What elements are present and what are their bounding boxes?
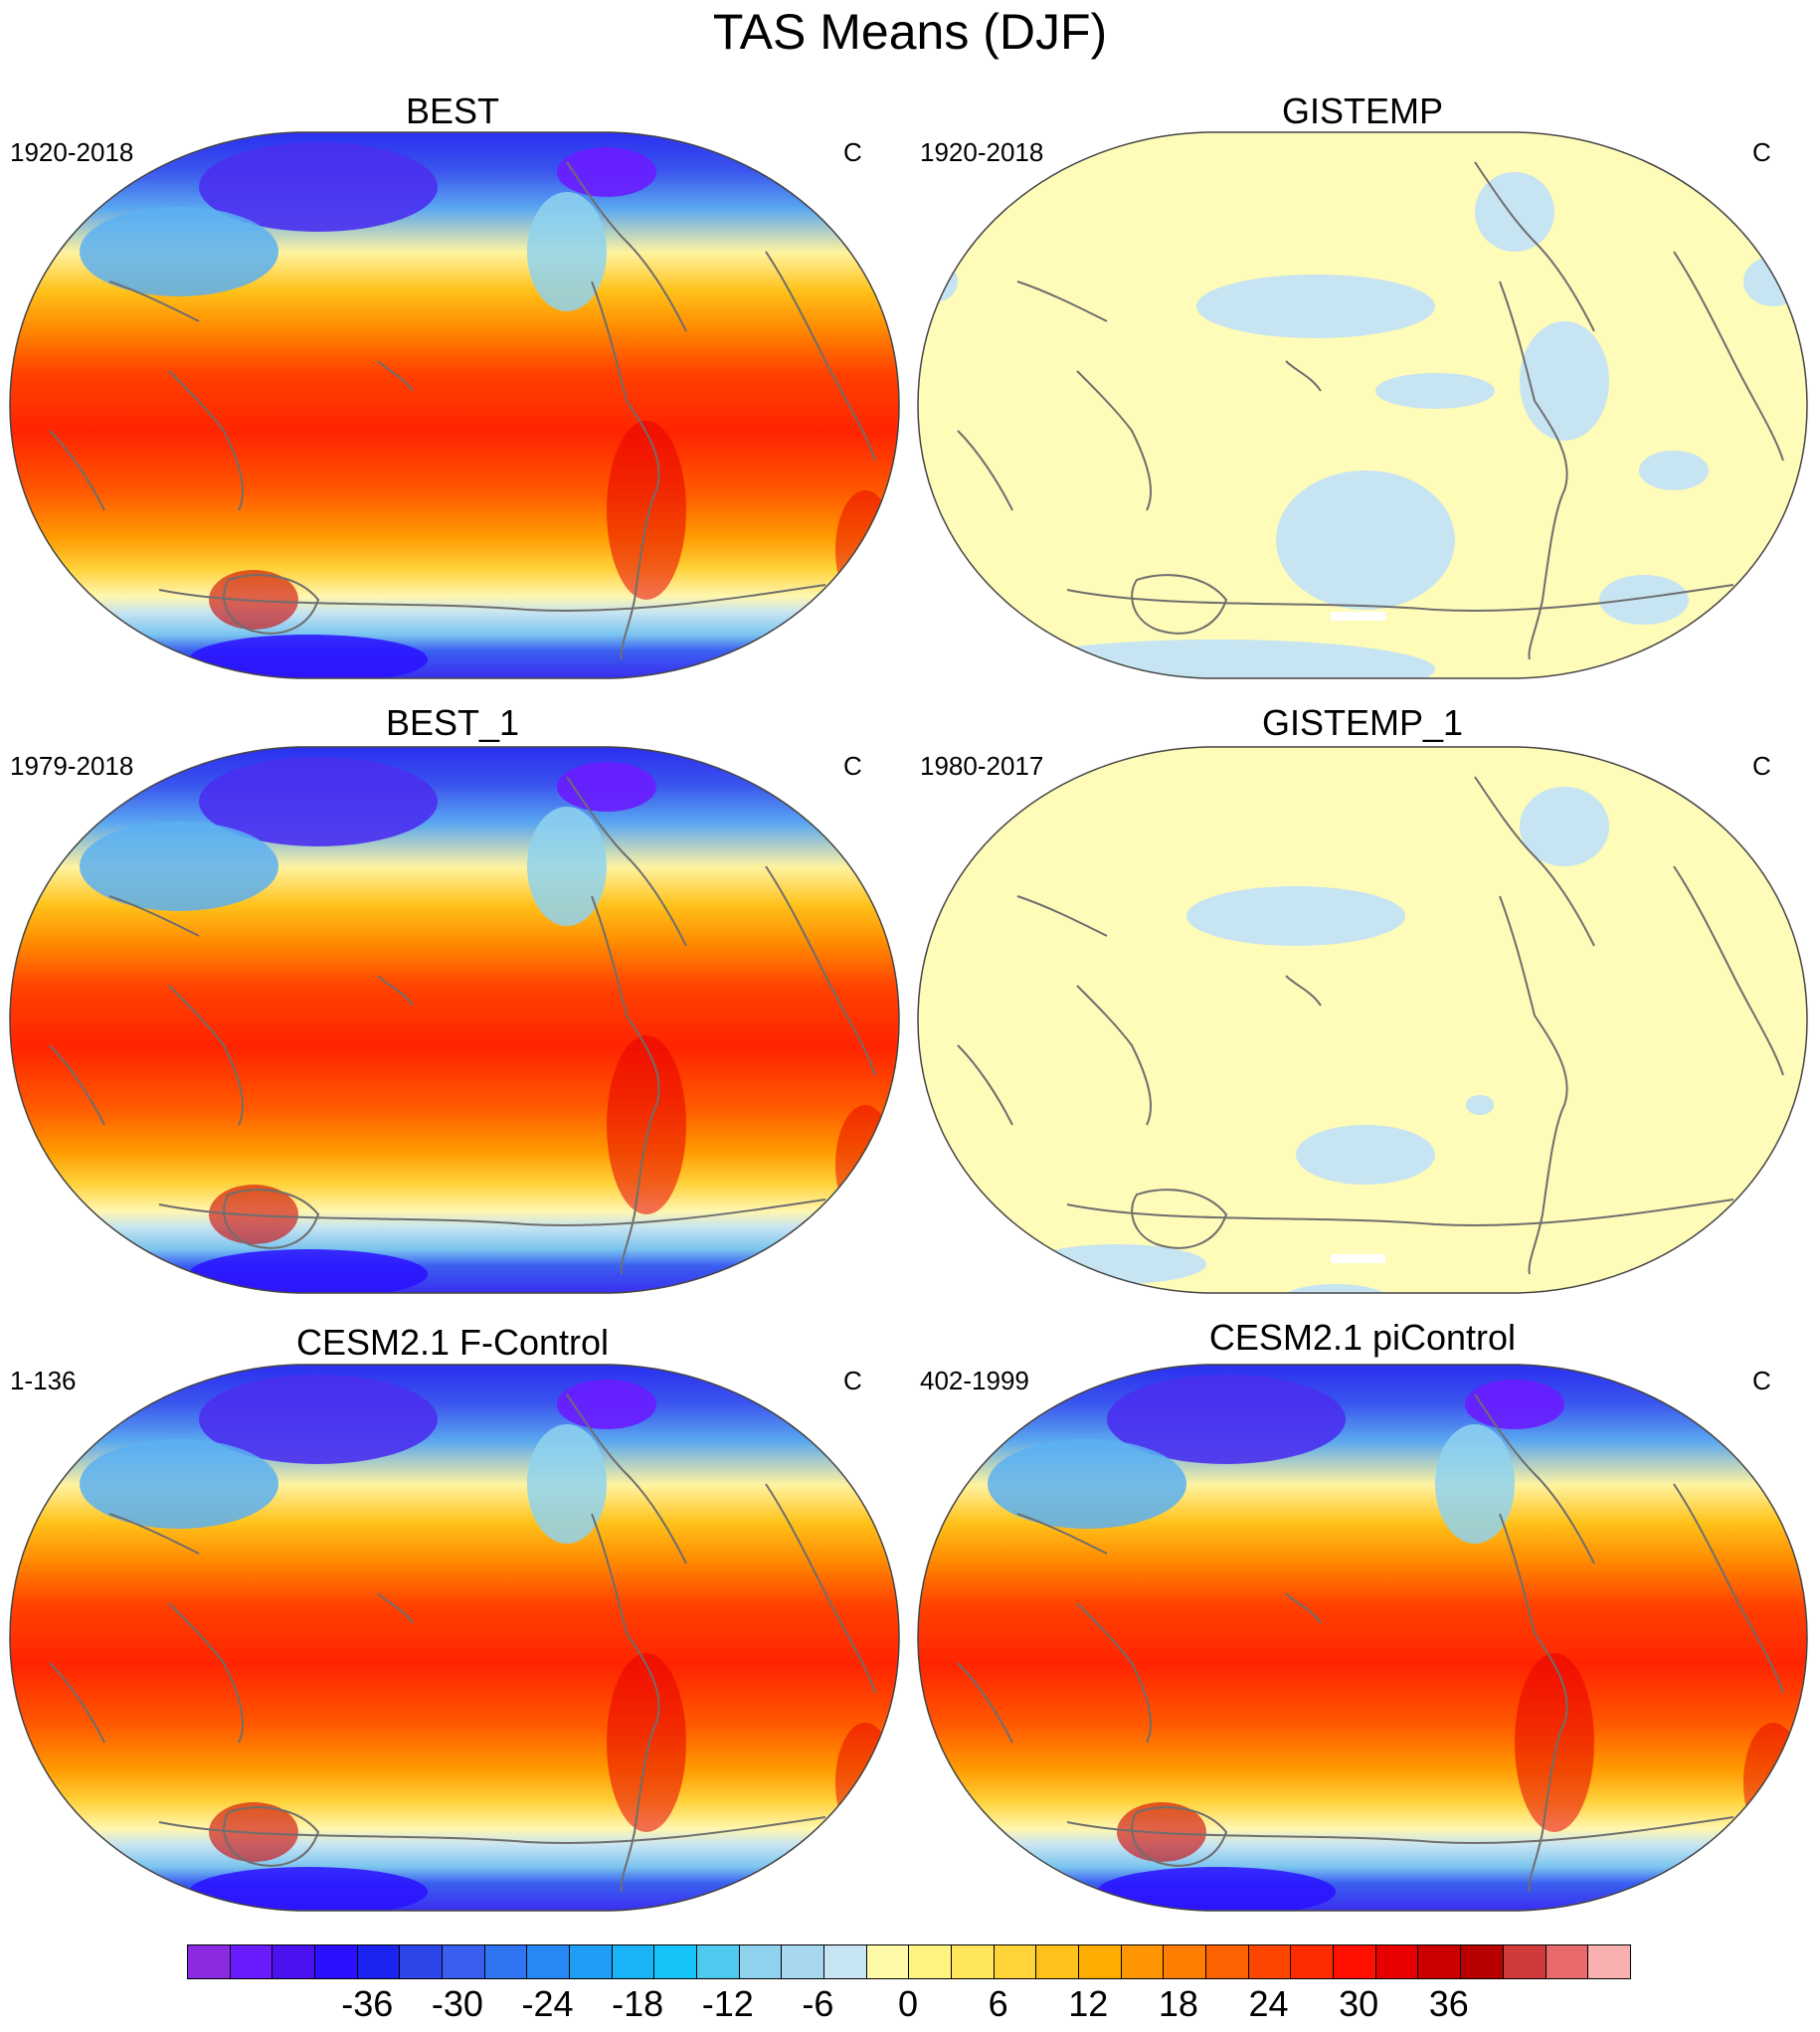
colorbar-swatch bbox=[697, 1945, 740, 1978]
colorbar-swatch bbox=[315, 1945, 358, 1978]
colorbar-swatch bbox=[1248, 1945, 1292, 1978]
colorbar-tick-label: 18 bbox=[1158, 1983, 1198, 2024]
colorbar-swatch bbox=[1291, 1945, 1335, 1978]
panel-title-cesm-f-control: CESM2.1 F-Control bbox=[295, 1322, 610, 1363]
colorbar-swatch bbox=[1121, 1945, 1165, 1978]
colorbar-labels: -36 -30 -24 -18 -12 -6 0 6 12 18 24 30 36 bbox=[187, 1984, 1629, 2028]
panel-period-gistemp-1: 1980-2017 bbox=[920, 751, 1044, 781]
colorbar-tick-label: 0 bbox=[897, 1983, 919, 2024]
colorbar-tick-label: -18 bbox=[612, 1983, 664, 2024]
colorbar-tick-label: -6 bbox=[802, 1983, 834, 2024]
panel-title-best: BEST bbox=[405, 91, 500, 131]
colorbar-tick-label: 24 bbox=[1248, 1983, 1289, 2024]
panel-title-gistemp-1: GISTEMP_1 bbox=[1261, 702, 1464, 743]
panel-period-gistemp: 1920-2018 bbox=[920, 137, 1044, 167]
colorbar-swatch bbox=[1164, 1945, 1207, 1978]
colorbar-swatch bbox=[782, 1945, 825, 1978]
colorbar-swatch bbox=[612, 1945, 655, 1978]
colorbar-swatch bbox=[357, 1945, 401, 1978]
colorbar-tick-label: -24 bbox=[521, 1983, 574, 2024]
colorbar-swatch bbox=[1418, 1945, 1462, 1978]
colorbar-swatch bbox=[952, 1945, 995, 1978]
colorbar-swatch bbox=[1206, 1945, 1249, 1978]
colorbar-swatch bbox=[1079, 1945, 1122, 1978]
colorbar-tick-label: 30 bbox=[1339, 1983, 1379, 2024]
map-cesm-f-control bbox=[9, 1364, 900, 1912]
colorbar-swatch bbox=[273, 1945, 316, 1978]
colorbar-swatch bbox=[654, 1945, 698, 1978]
colorbar-swatch bbox=[866, 1945, 910, 1978]
panel-units-cesm-f-control: C bbox=[843, 1366, 862, 1395]
map-best-1 bbox=[9, 746, 900, 1294]
colorbar-swatch bbox=[188, 1945, 231, 1978]
panel-units-cesm-picontrol: C bbox=[1752, 1366, 1771, 1395]
colorbar-swatch bbox=[1503, 1945, 1547, 1978]
colorbar-tick-label: -36 bbox=[341, 1983, 394, 2024]
figure-title: TAS Means (DJF) bbox=[712, 4, 1108, 60]
panel-period-best: 1920-2018 bbox=[10, 137, 134, 167]
panel-units-best: C bbox=[843, 137, 862, 167]
colorbar-swatch bbox=[443, 1945, 485, 1978]
colorbar-swatch bbox=[1461, 1945, 1504, 1978]
colorbar-tick-label: 36 bbox=[1428, 1983, 1469, 2024]
colorbar-tick-label: -12 bbox=[701, 1983, 754, 2024]
map-cesm-picontrol bbox=[917, 1364, 1808, 1912]
panel-period-cesm-f-control: 1-136 bbox=[10, 1366, 77, 1395]
panel-title-best-1: BEST_1 bbox=[385, 702, 520, 743]
map-gistemp-1 bbox=[917, 746, 1808, 1294]
colorbar-swatch bbox=[1334, 1945, 1376, 1978]
colorbar-tick-label: 12 bbox=[1068, 1983, 1109, 2024]
colorbar-swatch bbox=[527, 1945, 571, 1978]
colorbar-swatch bbox=[570, 1945, 613, 1978]
colorbar-swatch bbox=[994, 1945, 1037, 1978]
panel-title-cesm-picontrol: CESM2.1 piControl bbox=[1208, 1317, 1517, 1358]
panel-units-gistemp-1: C bbox=[1752, 751, 1771, 781]
colorbar-swatch bbox=[824, 1945, 867, 1978]
colorbar-swatch bbox=[400, 1945, 444, 1978]
colorbar-swatch bbox=[230, 1945, 273, 1978]
colorbar-tick-label: -30 bbox=[431, 1983, 483, 2024]
panel-units-gistemp: C bbox=[1752, 137, 1771, 167]
colorbar-swatch bbox=[909, 1945, 953, 1978]
colorbar-swatch bbox=[1036, 1945, 1080, 1978]
map-best bbox=[9, 131, 900, 679]
map-gistemp bbox=[917, 131, 1808, 679]
colorbar-swatch bbox=[1375, 1945, 1419, 1978]
panel-title-gistemp: GISTEMP bbox=[1281, 91, 1444, 131]
colorbar-swatch bbox=[739, 1945, 783, 1978]
panel-units-best-1: C bbox=[843, 751, 862, 781]
panel-period-best-1: 1979-2018 bbox=[10, 751, 134, 781]
colorbar-swatch bbox=[1588, 1945, 1630, 1978]
colorbar bbox=[187, 1944, 1631, 1979]
colorbar-swatch bbox=[484, 1945, 528, 1978]
colorbar-swatch bbox=[1546, 1945, 1589, 1978]
panel-period-cesm-picontrol: 402-1999 bbox=[920, 1366, 1029, 1395]
colorbar-tick-label: 6 bbox=[988, 1983, 1008, 2024]
